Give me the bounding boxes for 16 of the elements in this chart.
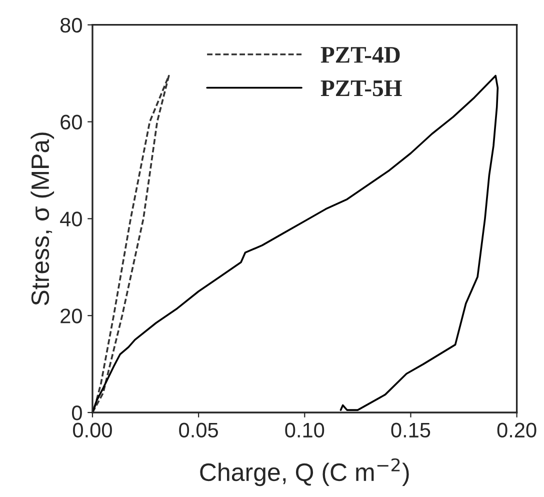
legend-label: PZT-4D: [320, 47, 400, 63]
y-tick-label: 80: [60, 18, 82, 33]
x-axis-title: Charge, Q (C m$^{−2}$): [200, 458, 409, 486]
x-tick-label: 0.20: [497, 422, 536, 438]
line-series: [92, 74, 499, 413]
x-tick-label: 0.15: [391, 422, 430, 438]
legend-label: PZT-5H: [320, 80, 402, 96]
x-tick-label: 0.10: [285, 422, 324, 438]
y-tick-label: 40: [60, 212, 82, 226]
line-series: [92, 74, 170, 413]
y-tick-label: 60: [60, 114, 82, 130]
y-tick-label: 20: [60, 308, 82, 324]
y-axis-title: Stress, σ (MPa): [30, 132, 54, 306]
x-tick-label: 0.05: [179, 422, 218, 438]
x-tick-label: 0.00: [73, 422, 112, 438]
y-tick-label: 0: [72, 406, 82, 420]
